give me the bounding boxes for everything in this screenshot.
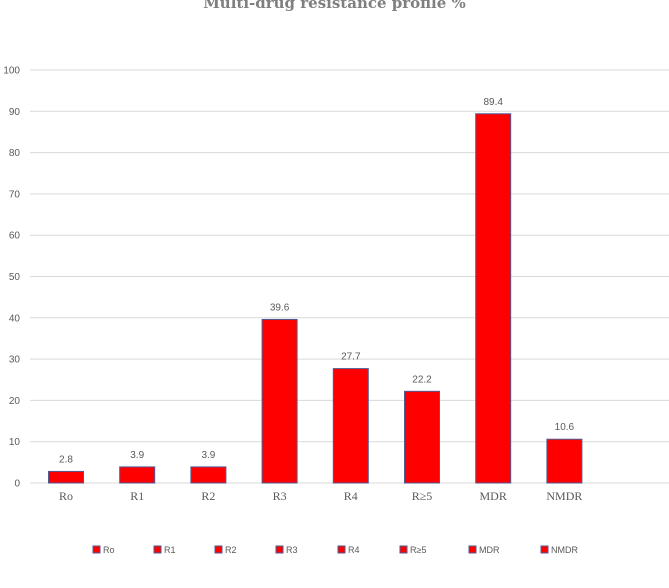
legend-label: NMDR	[551, 545, 578, 555]
y-tick-label: 20	[9, 396, 21, 407]
legend-label: MDR	[479, 545, 500, 555]
bar	[48, 470, 84, 484]
y-tick-label: 90	[9, 107, 21, 118]
y-tick-label: 0	[14, 479, 20, 490]
x-tick-label: R3	[273, 489, 287, 503]
legend-label: Ro	[103, 545, 115, 555]
y-tick-label: 80	[9, 148, 21, 159]
legend-swatch	[399, 545, 408, 554]
x-tick-label: R1	[130, 489, 144, 503]
bar	[119, 466, 156, 484]
y-tick-label: 70	[9, 189, 21, 200]
y-tick-label: 100	[3, 66, 20, 77]
legend-swatch	[468, 545, 477, 554]
bar	[332, 368, 369, 484]
bar	[261, 318, 298, 484]
y-tick-label: 50	[9, 272, 21, 283]
y-tick-label: 40	[9, 313, 21, 324]
legend-swatch	[153, 545, 162, 554]
data-label: 27.7	[341, 352, 361, 363]
data-label: 10.6	[555, 422, 575, 433]
data-label: 3.9	[201, 450, 215, 461]
legend-label: R1	[164, 545, 176, 555]
bar	[190, 466, 227, 484]
y-tick-label: 30	[9, 355, 21, 366]
bar	[475, 113, 512, 484]
legend-label: R4	[348, 545, 360, 555]
data-label: 22.2	[412, 374, 432, 385]
legend-swatch	[337, 545, 346, 554]
x-tick-label: Ro	[59, 489, 73, 503]
x-tick-label: R2	[201, 489, 215, 503]
y-tick-label: 60	[9, 231, 21, 242]
chart-title: Multi-drug resistance profile %	[203, 0, 466, 12]
legend-swatch	[214, 545, 223, 554]
legend-label: R3	[286, 545, 298, 555]
legend-swatch	[275, 545, 284, 554]
legend-swatch	[540, 545, 549, 554]
x-tick-label: R≥5	[412, 489, 433, 503]
bar	[546, 438, 583, 484]
data-label: 3.9	[130, 450, 144, 461]
legend-swatch	[92, 545, 101, 554]
x-tick-label: MDR	[480, 489, 507, 503]
data-label: 39.6	[270, 302, 290, 313]
data-label: 2.8	[59, 454, 73, 465]
x-tick-label: NMDR	[546, 489, 582, 503]
y-tick-label: 10	[9, 437, 21, 448]
bar	[404, 390, 440, 484]
x-tick-label: R4	[344, 489, 358, 503]
legend-label: R≥5	[410, 545, 426, 555]
legend-label: R2	[225, 545, 237, 555]
data-label: 89.4	[483, 97, 503, 108]
